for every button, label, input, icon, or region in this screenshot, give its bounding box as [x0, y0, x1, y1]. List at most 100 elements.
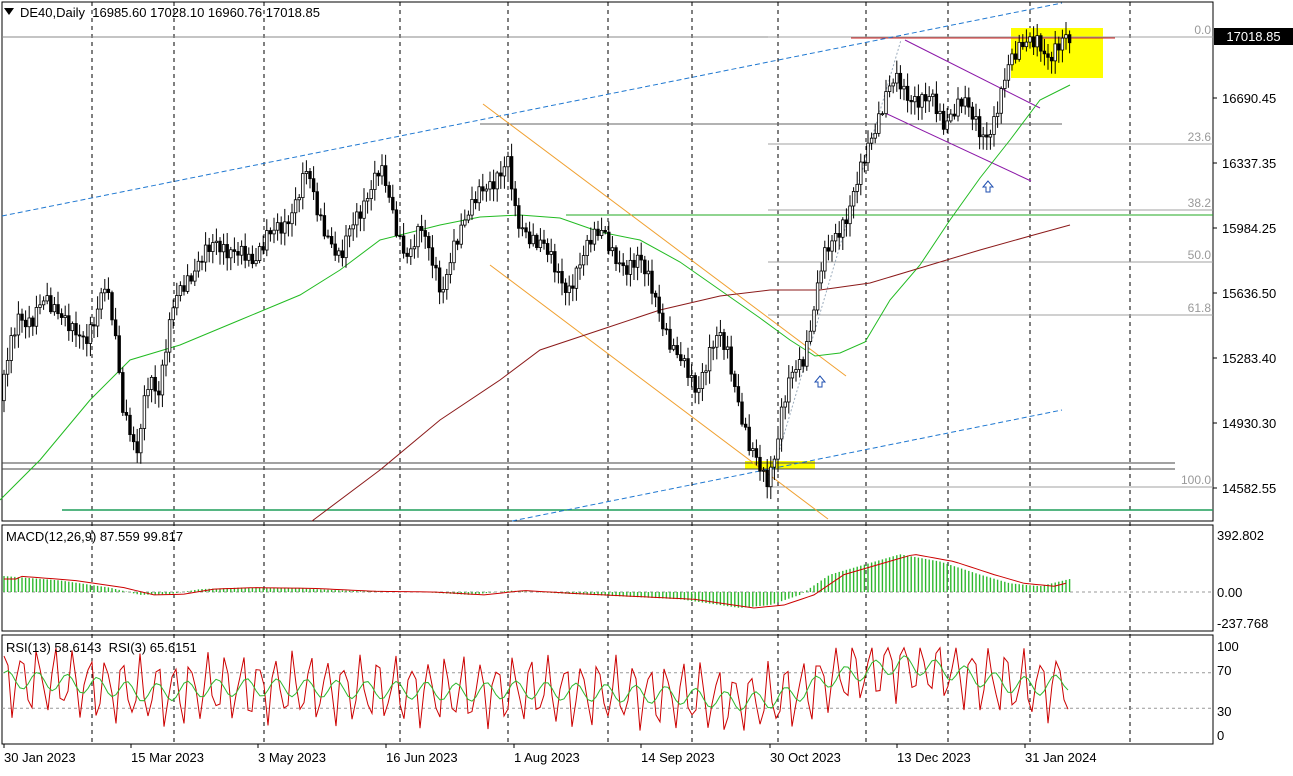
candle [52, 296, 57, 316]
candle [517, 197, 521, 238]
candle-body [779, 406, 784, 440]
candle-body [967, 97, 971, 108]
candle-body [851, 191, 856, 207]
candle [34, 295, 39, 335]
candle-body [959, 98, 964, 107]
candle [841, 217, 845, 250]
candle [128, 407, 132, 442]
candlestick-series [2, 21, 1072, 500]
candle [409, 239, 413, 265]
candle-body [848, 205, 852, 225]
candle-body [578, 264, 582, 269]
dropdown-triangle-icon[interactable] [4, 8, 14, 15]
candle [805, 330, 809, 371]
candle-body [81, 335, 85, 338]
candle [182, 275, 186, 296]
candle-body [272, 229, 276, 235]
candle [81, 331, 85, 350]
candle-body [279, 222, 283, 234]
candle [239, 240, 244, 265]
candle [675, 336, 679, 359]
candle-body [315, 191, 319, 216]
candle-body [1013, 53, 1018, 60]
candle [85, 324, 89, 357]
candle-body [430, 247, 435, 266]
candle [887, 75, 892, 98]
candle-body [977, 116, 982, 138]
candle-body [373, 172, 377, 190]
candle-body [329, 236, 334, 245]
candle-body [859, 161, 863, 185]
price-axis-label: 15283.40 [1222, 351, 1276, 366]
candle [1017, 34, 1021, 62]
candle [311, 166, 316, 200]
candle [20, 308, 24, 333]
candle-body [974, 116, 978, 120]
candle-body [56, 304, 60, 315]
candle-body [236, 251, 240, 256]
candle [77, 324, 82, 349]
candle [1060, 29, 1065, 63]
moving-average-slow [311, 224, 1071, 522]
candle-body [1039, 35, 1043, 52]
candle-body [146, 389, 150, 397]
candle-body [459, 224, 463, 245]
candle-body [398, 235, 402, 238]
candle [477, 179, 481, 211]
candle [297, 194, 301, 213]
candle [679, 342, 683, 366]
candle [718, 319, 723, 347]
candle [873, 123, 877, 144]
candle-body [931, 93, 935, 97]
candle [236, 241, 240, 266]
candle-body [1049, 56, 1054, 62]
candle [625, 260, 629, 286]
candle [733, 370, 737, 393]
candle-body [297, 197, 301, 201]
candle [211, 234, 215, 264]
candle [304, 160, 309, 185]
candle-body [20, 313, 24, 321]
candle-body [1017, 41, 1021, 60]
candle-body [85, 336, 89, 344]
candle-body [308, 171, 312, 180]
rsi-axis-label: 100 [1217, 639, 1239, 654]
candle-body [729, 346, 733, 375]
candle-body [815, 282, 820, 311]
candle [1010, 48, 1014, 71]
candle-body [873, 132, 877, 139]
candle [164, 339, 168, 377]
candle [466, 210, 471, 224]
candle-body [67, 315, 71, 332]
candle [459, 213, 463, 249]
candle-body [1053, 43, 1057, 62]
candle [992, 106, 996, 147]
candle [837, 221, 841, 250]
candle [1006, 54, 1011, 88]
candle [1013, 41, 1018, 64]
candle-body [412, 246, 417, 250]
candle [844, 208, 849, 237]
candle-body [697, 388, 701, 393]
candle [110, 290, 114, 326]
candle-body [985, 134, 989, 138]
candle [225, 232, 229, 271]
candle-body [949, 113, 953, 122]
candle-body [355, 211, 359, 226]
candle-body [1031, 36, 1036, 48]
candle-body [351, 224, 355, 230]
candle-body [441, 289, 445, 293]
candle [686, 347, 690, 387]
candle-body [347, 228, 352, 237]
candle [913, 86, 917, 115]
candle-body [157, 390, 161, 396]
candle [1003, 68, 1007, 98]
candle-body [563, 282, 568, 293]
candle [1042, 38, 1047, 66]
candle [38, 294, 42, 315]
time-axis-label: 14 Sep 2023 [641, 750, 715, 765]
rsi-label: RSI(13) 58.6143 RSI(3) 65.6151 [6, 640, 197, 655]
candle-body [715, 335, 719, 348]
